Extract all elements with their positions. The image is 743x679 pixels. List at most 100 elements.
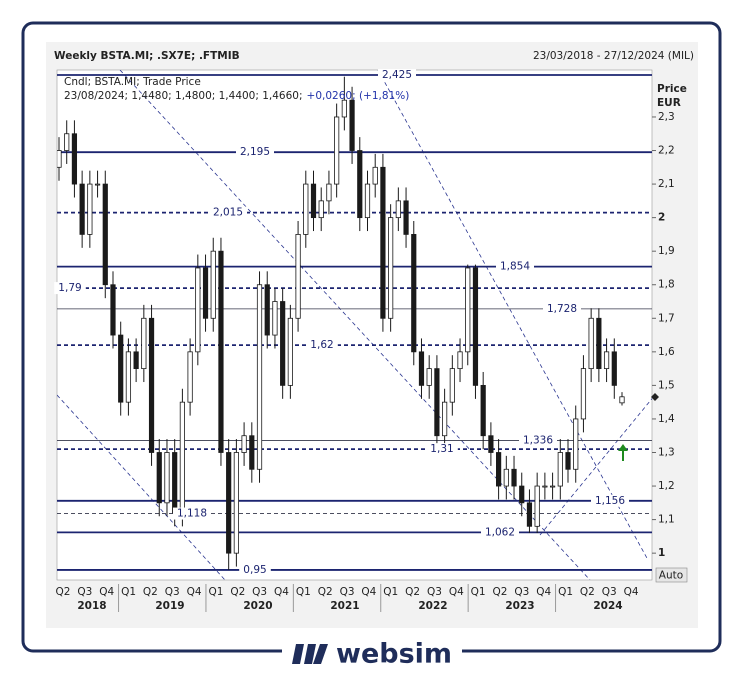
candle-body [125, 351, 132, 403]
candle-body [110, 284, 116, 336]
y-tick-label: 1,1 [658, 514, 675, 526]
year-label: 2023 [505, 600, 534, 612]
level-label-bg [54, 282, 86, 295]
level-label-bg [481, 526, 519, 539]
y-tick-label: 1,2 [658, 480, 675, 492]
trendline [119, 70, 591, 580]
candle-body [256, 284, 263, 470]
candle-body [172, 452, 178, 514]
scale-button[interactable] [655, 567, 688, 583]
x-tick-label: Q1 [208, 586, 223, 598]
level-label-bg [173, 507, 211, 520]
candle-body [411, 234, 417, 353]
level-label: 1,31 [430, 443, 453, 455]
candle-body [164, 452, 170, 504]
axis-label: EUR [657, 97, 681, 109]
level-label: 0,95 [243, 564, 266, 576]
candle-body [619, 396, 625, 404]
x-tick-label: Q4 [449, 586, 464, 598]
candle-body [179, 401, 185, 514]
level-label-bg [306, 339, 338, 352]
candle-body [118, 334, 124, 403]
last-price-marker [651, 393, 659, 401]
y-tick-label: 1,6 [658, 346, 675, 358]
x-tick-label: Q2 [580, 586, 595, 598]
level-label-bg [543, 302, 581, 315]
candle-body [503, 468, 509, 487]
x-tick-label: Q1 [558, 586, 573, 598]
candle-body [588, 317, 594, 370]
candle-body [94, 183, 101, 186]
candle-body [565, 452, 571, 470]
candle-body [272, 301, 278, 336]
candle-body [426, 368, 432, 386]
candle-body [233, 452, 239, 554]
candle-body [249, 435, 255, 470]
level-label-bg [236, 146, 274, 159]
candle-body [280, 301, 286, 386]
candle-body [372, 166, 378, 185]
x-tick-label: Q2 [56, 586, 71, 598]
year-label: 2022 [418, 600, 447, 612]
axis-label: Price [657, 83, 687, 95]
level-label-bg [209, 206, 247, 219]
candle-body [465, 267, 471, 353]
x-tick-label: Q1 [121, 586, 136, 598]
level-label: 1,79 [58, 282, 81, 294]
candle-body [573, 418, 579, 470]
candle-body [449, 368, 455, 403]
x-tick-label: Q3 [252, 586, 267, 598]
year-label: 2019 [155, 600, 184, 612]
info-line: 23/08/2024; 1,4480; 1,4800; 1,4400; 1,46… [64, 90, 409, 102]
y-tick-label: 1 [658, 547, 665, 559]
y-tick-label: 1,9 [658, 245, 675, 257]
x-tick-label: Q2 [143, 586, 158, 598]
x-tick-label: Q3 [77, 586, 92, 598]
level-label: 1,062 [485, 526, 515, 538]
year-label: 2024 [593, 600, 622, 612]
candle-body [218, 250, 224, 453]
level-label-bg [519, 434, 557, 447]
candle-body [156, 452, 162, 504]
x-tick-label: Q3 [602, 586, 617, 598]
signal-arrow [618, 444, 628, 461]
scale-button-label[interactable]: Auto [659, 570, 683, 582]
candle-body [79, 183, 85, 235]
brand-name: websim [336, 639, 452, 670]
year-label: 2020 [243, 600, 272, 612]
level-label: 1,728 [547, 303, 577, 315]
candle-body [133, 351, 139, 370]
x-tick-label: Q3 [165, 586, 180, 598]
level-label: 1,156 [595, 495, 625, 507]
candle-body [542, 485, 548, 488]
candle-body [596, 317, 602, 370]
candle-body [603, 351, 610, 370]
x-tick-label: Q2 [405, 586, 420, 598]
candle-body [264, 284, 270, 336]
candle-body [549, 485, 556, 488]
candle-body [434, 368, 440, 437]
x-tick-label: Q1 [471, 586, 486, 598]
date-range: 23/03/2018 - 27/12/2024 (MIL) [533, 50, 694, 62]
year-label: 2018 [77, 600, 106, 612]
info-change: +0,0260; (+1,81%) [307, 90, 410, 102]
candles [57, 76, 625, 570]
candle-body [496, 452, 502, 487]
level-label: 1,118 [177, 508, 207, 520]
x-tick-label: Q3 [427, 586, 442, 598]
level-labels: 2,425 2,195 2,015 1,854 1,79 1,728 1,62 1,336 1,… [54, 69, 629, 576]
candle-body [303, 183, 309, 235]
candle-body [457, 351, 463, 370]
candle-body [341, 99, 347, 118]
level-label-bg [426, 443, 458, 456]
candle-body [195, 267, 201, 353]
candle-body [611, 351, 617, 386]
candle-body [226, 452, 232, 554]
candle-body [148, 317, 155, 453]
candle-body [395, 200, 401, 219]
candle-body [102, 183, 108, 286]
level-label: 1,62 [310, 339, 333, 351]
candle-body [442, 401, 448, 437]
info-values: 23/08/2024; 1,4480; 1,4800; 1,4400; 1,46… [64, 90, 303, 102]
